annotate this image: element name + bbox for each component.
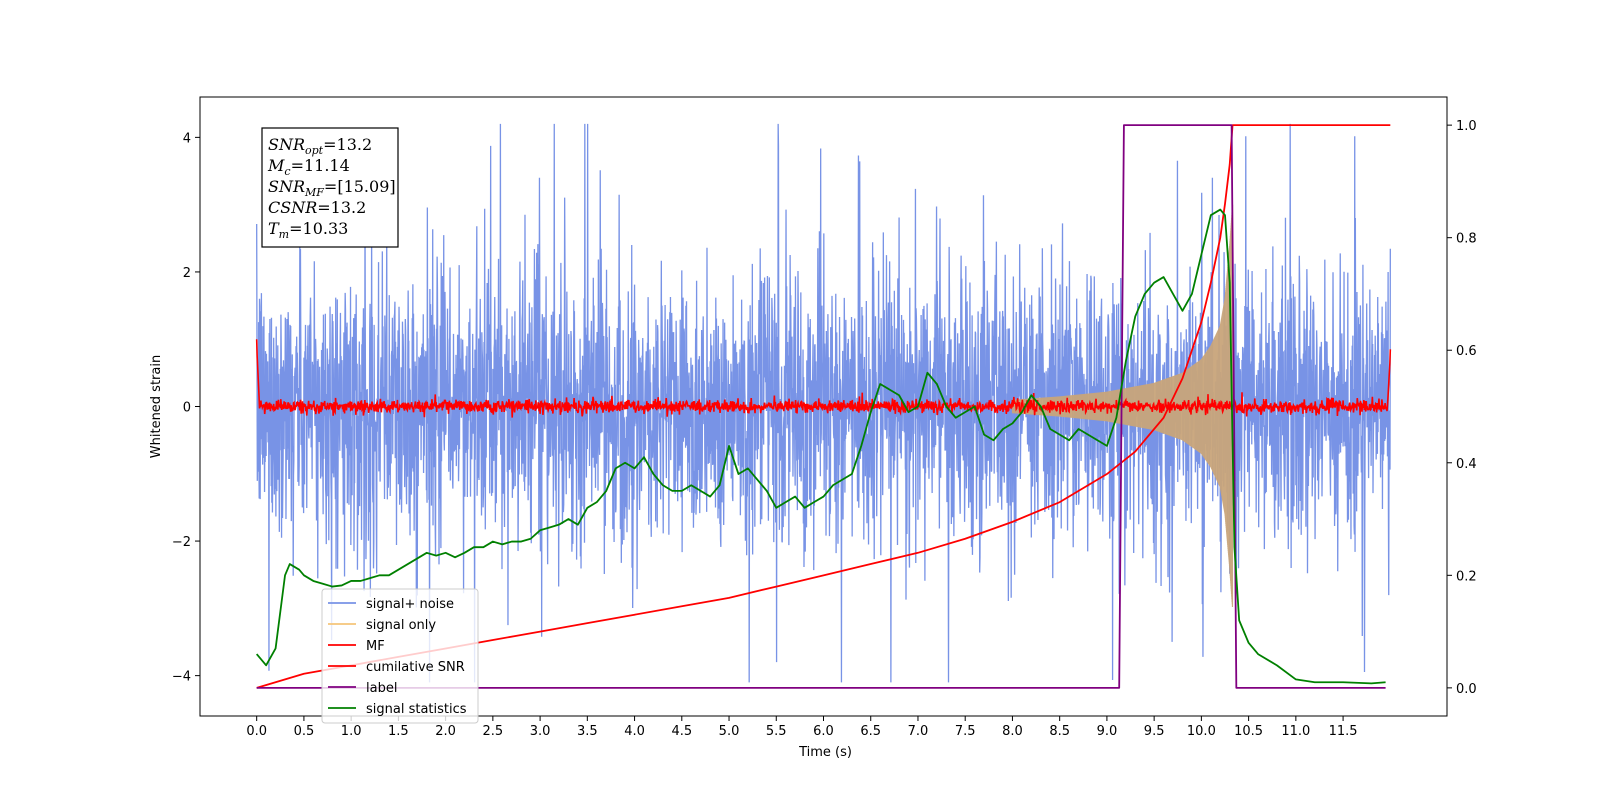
x-tick-label: 5.0 xyxy=(719,724,740,739)
x-tick-label: 10.0 xyxy=(1187,724,1216,739)
y-left-tick-label: 2 xyxy=(183,266,191,281)
y-right-tick-label: 0.6 xyxy=(1456,344,1477,359)
info-line-subscript: m xyxy=(279,228,289,241)
info-line-symbol: M xyxy=(267,156,285,175)
series-cumilative-snr xyxy=(256,124,1391,689)
y-right-tick-label: 0.0 xyxy=(1456,682,1477,697)
x-tick-label: 3.5 xyxy=(577,724,598,739)
x-tick-label: 8.0 xyxy=(1002,724,1023,739)
x-tick-label: 7.0 xyxy=(908,724,929,739)
x-tick-label: 0.5 xyxy=(294,724,315,739)
legend: signal+ noise signal only MF cumilative SNR… xyxy=(321,588,479,724)
info-line-value: =[15.09] xyxy=(324,177,396,196)
axes-layer: 0.0 0.5 1.0 1.5 2.0 2.5 3.0 3.5 4.0 4.5 5.0 5.5 6.0 6… xyxy=(149,96,1477,760)
series-signal-statistics xyxy=(255,208,1386,685)
series-label xyxy=(256,124,1386,689)
x-tick-label: 1.5 xyxy=(388,724,409,739)
x-tick-label: 11.0 xyxy=(1281,724,1310,739)
y-right-tick-label: 1.0 xyxy=(1456,119,1477,134)
info-line-symbol: SNR xyxy=(268,135,305,154)
x-tick-label: 6.0 xyxy=(813,724,834,739)
series-line-cumilative-snr xyxy=(256,124,1391,689)
info-line-subscript: MF xyxy=(304,186,324,199)
y-left-tick-label: 0 xyxy=(183,401,191,416)
x-tick-label: 6.5 xyxy=(860,724,881,739)
legend-box xyxy=(321,588,479,724)
info-line: Mc=11.14 xyxy=(267,156,350,178)
x-tick-label: 1.0 xyxy=(341,724,362,739)
x-tick-label: 8.5 xyxy=(1049,724,1070,739)
info-line-symbol: CSNR xyxy=(268,198,317,217)
series-line-label xyxy=(256,124,1386,689)
y-right-tick-label: 0.4 xyxy=(1456,457,1477,472)
legend-label: signal only xyxy=(366,618,436,633)
x-tick-label: 9.0 xyxy=(1097,724,1118,739)
info-line-symbol: T xyxy=(268,219,280,238)
x-tick-label: 4.0 xyxy=(624,724,645,739)
y-left-tick-label: −4 xyxy=(172,670,191,685)
x-tick-label: 11.5 xyxy=(1329,724,1358,739)
x-tick-label: 10.5 xyxy=(1234,724,1263,739)
info-line: SNRopt=13.2 xyxy=(268,135,372,157)
y-left-tick-label: 4 xyxy=(183,131,191,146)
legend-label: label xyxy=(366,681,397,696)
x-axis-label: Time (s) xyxy=(798,745,852,760)
info-line: CSNR=13.2 xyxy=(268,198,366,217)
y-axis-label: Whitened strain xyxy=(149,355,164,458)
info-box: SNRopt=13.2Mc=11.14SNRMF=[15.09]CSNR=13.… xyxy=(261,127,399,248)
info-line-value: =13.2 xyxy=(323,135,372,154)
plot-layer xyxy=(255,123,1392,689)
info-line-subscript: opt xyxy=(305,144,324,157)
x-tick-label: 7.5 xyxy=(955,724,976,739)
y-left-tick-label: −2 xyxy=(172,535,191,550)
x-tick-label: 3.0 xyxy=(530,724,551,739)
info-line-value: =11.14 xyxy=(291,156,350,175)
legend-label: signal statistics xyxy=(366,702,467,717)
x-tick-label: 2.0 xyxy=(435,724,456,739)
legend-label: MF xyxy=(366,639,385,654)
info-line: SNRMF=[15.09] xyxy=(268,177,396,199)
info-line-value: =13.2 xyxy=(317,198,366,217)
info-line-symbol: SNR xyxy=(268,177,305,196)
info-line-subscript: c xyxy=(284,165,290,178)
series-mf xyxy=(255,339,1392,418)
y-right-tick-label: 0.8 xyxy=(1456,232,1477,247)
legend-label: signal+ noise xyxy=(366,597,454,612)
series-line-mf xyxy=(255,339,1392,418)
x-tick-label: 2.5 xyxy=(483,724,504,739)
x-tick-label: 4.5 xyxy=(671,724,692,739)
legend-label: cumilative SNR xyxy=(366,660,465,675)
x-tick-label: 9.5 xyxy=(1144,724,1165,739)
y-right-tick-label: 0.2 xyxy=(1456,569,1477,584)
info-line: Tm=10.33 xyxy=(268,219,348,241)
x-tick-label: 5.5 xyxy=(766,724,787,739)
info-line-value: =10.33 xyxy=(289,219,348,238)
x-tick-label: 0.0 xyxy=(246,724,267,739)
info-box-frame xyxy=(261,127,399,248)
series-line-signal-statistics xyxy=(255,208,1386,685)
